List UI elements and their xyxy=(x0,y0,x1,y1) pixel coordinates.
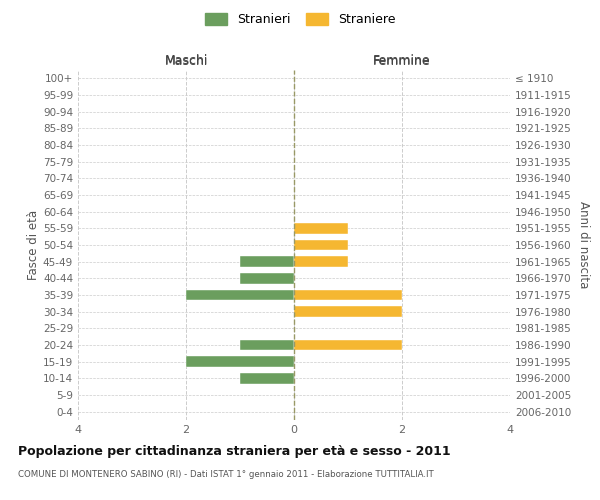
Bar xyxy=(240,273,294,284)
Text: Popolazione per cittadinanza straniera per età e sesso - 2011: Popolazione per cittadinanza straniera p… xyxy=(18,445,451,458)
Bar xyxy=(240,340,294,350)
Y-axis label: Fasce di età: Fasce di età xyxy=(27,210,40,280)
Bar xyxy=(294,240,348,250)
Bar xyxy=(294,223,348,234)
Bar xyxy=(294,306,402,317)
Bar xyxy=(294,340,402,350)
Bar xyxy=(294,256,348,267)
Text: Maschi: Maschi xyxy=(164,54,208,68)
Bar xyxy=(294,290,402,300)
Bar xyxy=(186,356,294,367)
Text: Maschi: Maschi xyxy=(164,54,208,68)
Bar xyxy=(186,290,294,300)
Text: Femmine: Femmine xyxy=(373,54,431,68)
Text: Femmine: Femmine xyxy=(373,54,431,68)
Y-axis label: Anni di nascita: Anni di nascita xyxy=(577,202,590,288)
Bar xyxy=(240,256,294,267)
Bar xyxy=(240,373,294,384)
Legend: Stranieri, Straniere: Stranieri, Straniere xyxy=(201,8,399,30)
Text: COMUNE DI MONTENERO SABINO (RI) - Dati ISTAT 1° gennaio 2011 - Elaborazione TUTT: COMUNE DI MONTENERO SABINO (RI) - Dati I… xyxy=(18,470,434,479)
